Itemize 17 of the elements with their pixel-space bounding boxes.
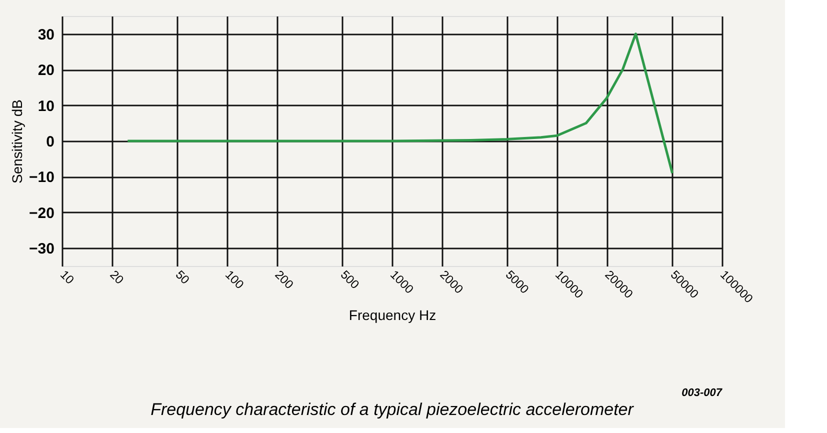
y-tick-label: 10 — [38, 98, 54, 115]
x-axis-title: Frequency Hz — [348, 307, 436, 324]
y-tick-label: −20 — [29, 204, 54, 222]
y-axis-title: Sensitivity dB — [9, 99, 26, 184]
y-tick-label: 30 — [38, 26, 54, 44]
text: Frequency characteristic of a typical piezoelectric accelerometer — [150, 400, 635, 419]
y-tick-label: 20 — [38, 62, 54, 80]
x-tick-label: 100 — [222, 268, 247, 292]
y-tick-label: −30 — [29, 240, 54, 258]
y-tick-label: 0 — [46, 134, 54, 150]
x-tick-label: 500 — [338, 268, 362, 292]
x-tick-label: 50 — [172, 268, 192, 288]
x-tick-label: 200 — [272, 268, 297, 292]
x-tick-label: 20 — [107, 268, 127, 288]
y-tick-label: −10 — [29, 169, 54, 186]
x-tick-label: 10 — [58, 268, 78, 288]
text: 003-007 — [682, 387, 723, 399]
